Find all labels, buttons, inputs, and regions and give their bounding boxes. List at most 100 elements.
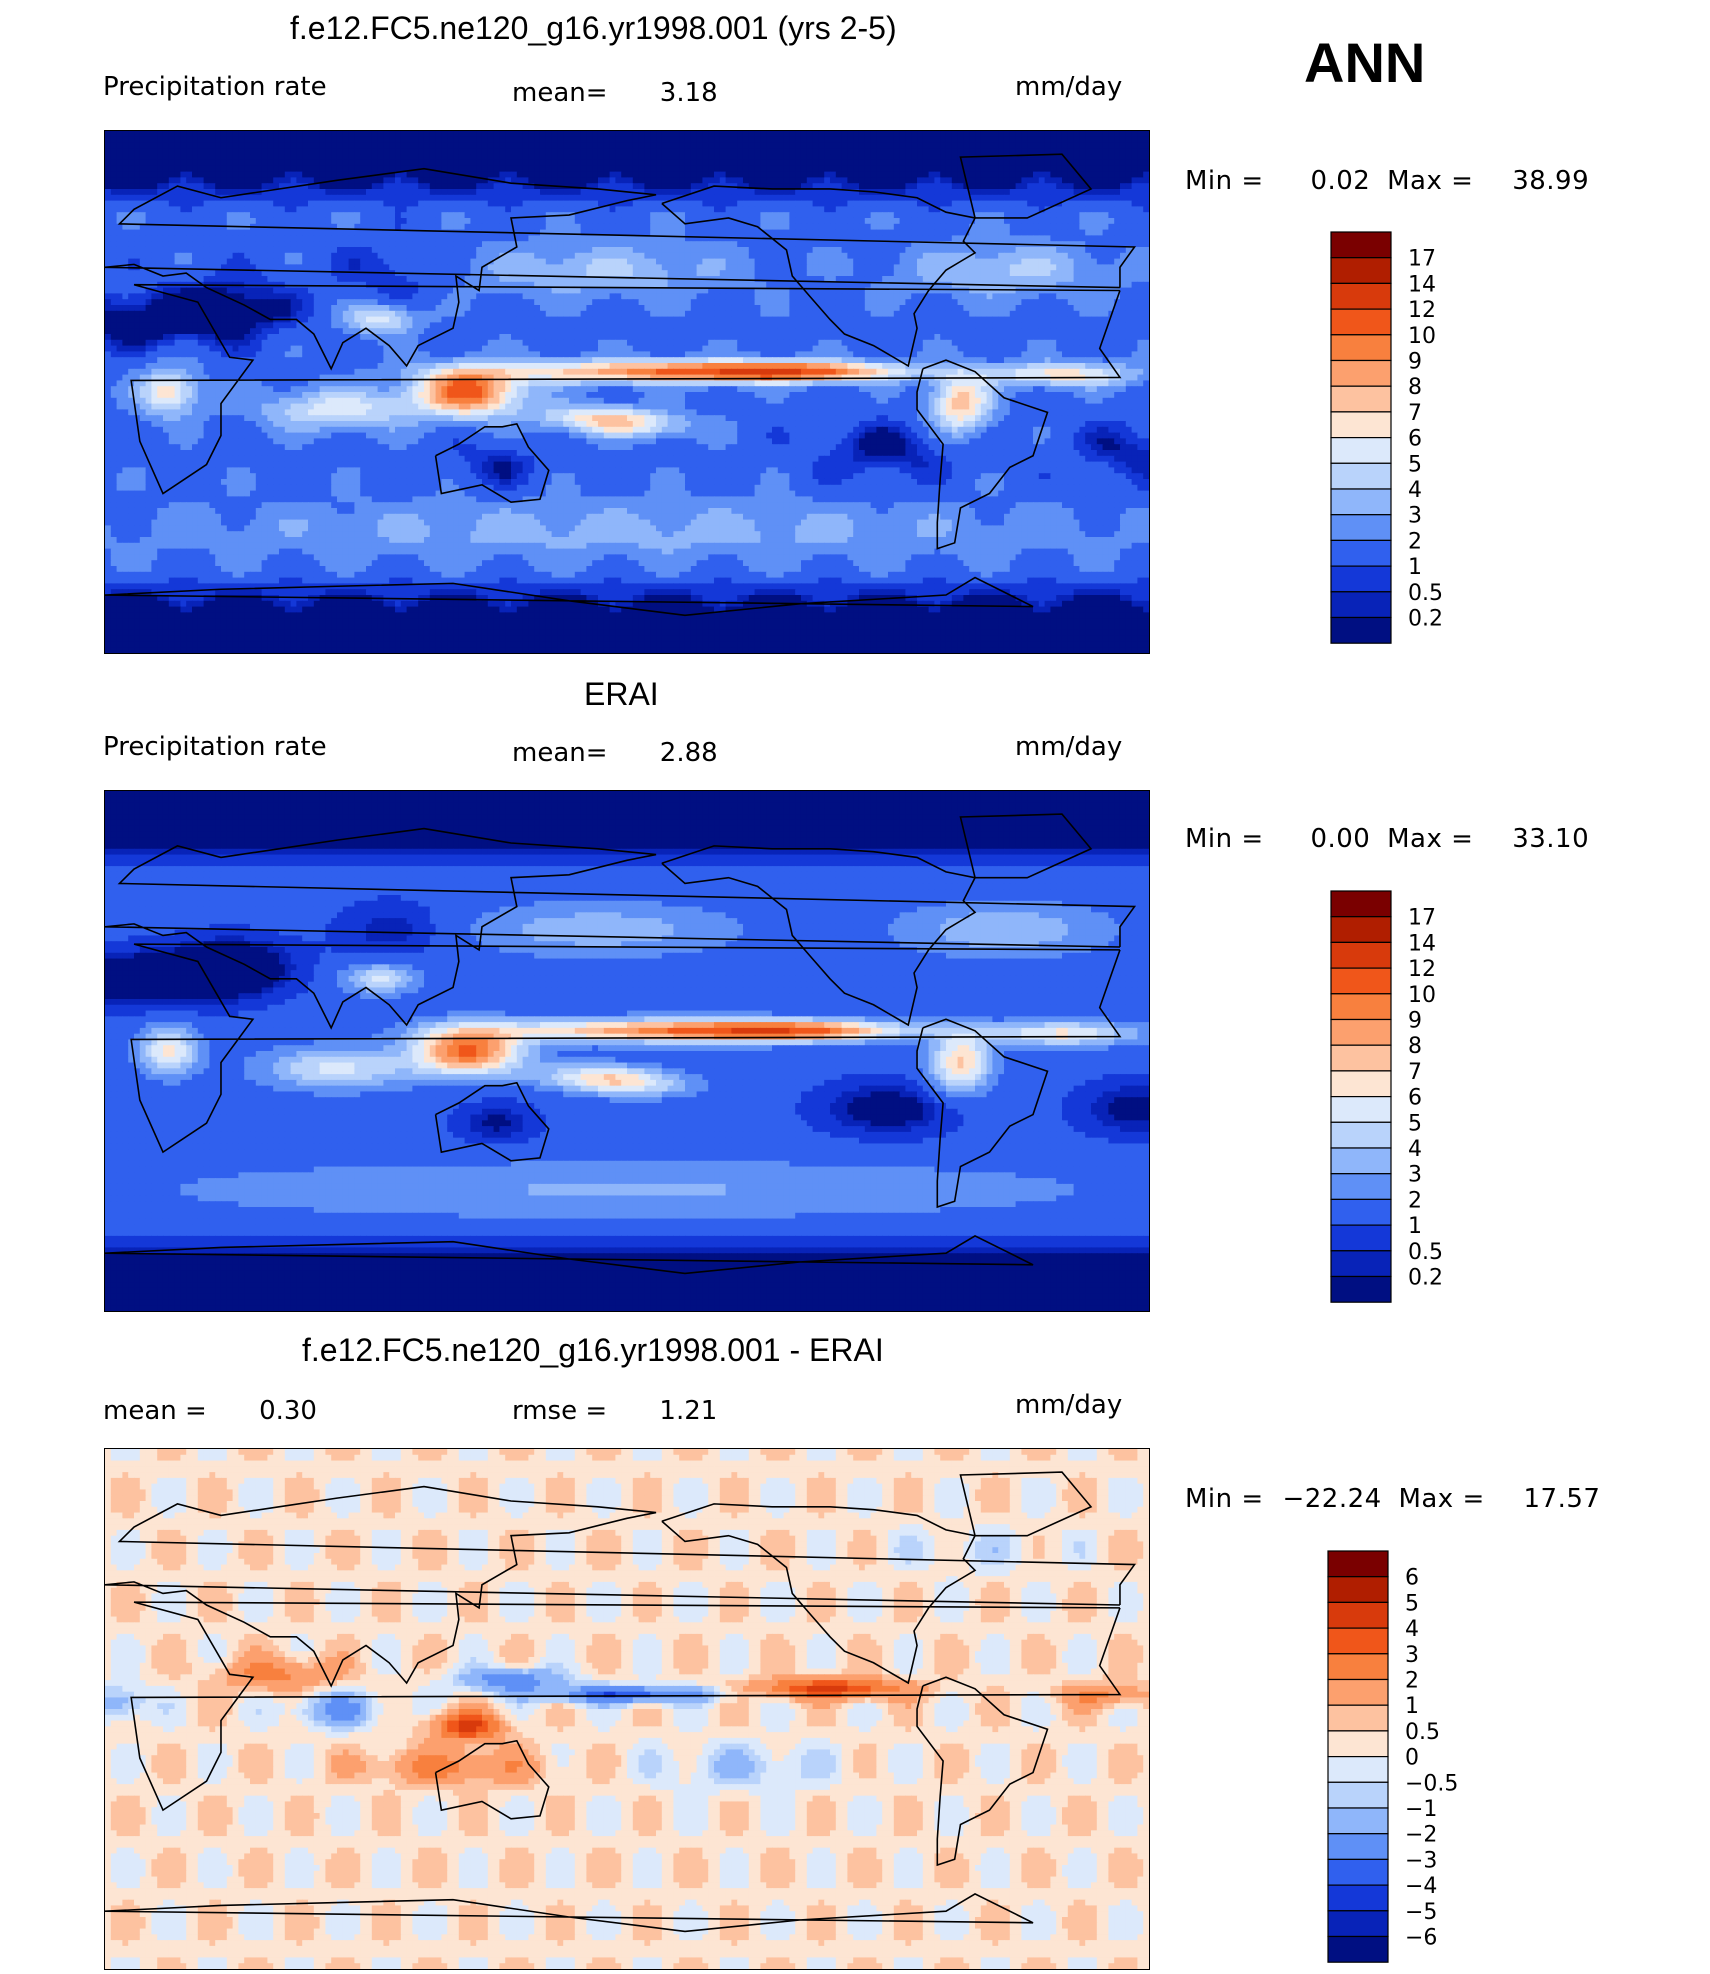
map-cell <box>203 264 210 271</box>
map-cell <box>586 159 593 167</box>
map-cell <box>592 264 599 271</box>
map-cell <box>458 194 466 202</box>
map-cell <box>1056 229 1063 236</box>
map-cell <box>308 200 315 207</box>
map-cell <box>429 142 437 149</box>
map-cell <box>777 264 785 271</box>
map-cell <box>934 235 941 242</box>
map-cell <box>464 276 471 283</box>
map-cell <box>493 212 500 219</box>
map-cell <box>348 276 356 283</box>
map-cell <box>534 241 541 248</box>
map-cell <box>336 264 344 271</box>
map-cell <box>528 217 535 225</box>
map-cell <box>528 270 535 277</box>
map-cell <box>621 136 628 144</box>
map-cell <box>1091 154 1098 161</box>
map-cell <box>429 194 437 202</box>
map-cell <box>1073 131 1081 138</box>
map-cell <box>1061 281 1069 289</box>
map-cell <box>192 194 199 202</box>
map-cell <box>406 188 413 196</box>
map-cell <box>145 188 152 196</box>
map-cell <box>998 188 1005 196</box>
map-cell <box>1073 206 1081 213</box>
map-cell <box>255 206 263 213</box>
map-cell <box>1119 235 1127 242</box>
map-cell <box>418 206 425 213</box>
map-cell <box>180 217 187 225</box>
map-cell <box>1085 136 1092 144</box>
map-cell <box>563 258 570 265</box>
map-cell <box>557 229 564 236</box>
map-cell <box>429 246 437 254</box>
map-cell <box>389 142 396 149</box>
map-cell <box>563 276 570 283</box>
map-cell <box>563 235 570 242</box>
map-cell <box>406 136 413 144</box>
map-cell <box>308 194 315 202</box>
map-cell <box>354 131 361 138</box>
map-cell <box>1067 148 1075 155</box>
map-cell <box>505 241 512 248</box>
map-cell <box>951 142 959 149</box>
map-cell <box>1085 200 1092 207</box>
map-cell <box>244 183 251 190</box>
map-cell <box>1044 281 1051 289</box>
map-cell <box>186 223 193 231</box>
map-cell <box>476 264 483 271</box>
map-cell <box>1137 177 1144 184</box>
map-cell <box>342 148 350 155</box>
map-cell <box>969 241 976 248</box>
map-cell <box>876 229 883 236</box>
map-cell <box>1027 200 1034 207</box>
map-cell <box>371 188 379 196</box>
map-cell <box>1009 223 1017 231</box>
map-cell <box>116 258 123 265</box>
map-cell <box>1003 276 1011 283</box>
map-cell <box>139 148 147 155</box>
map-cell <box>1102 136 1109 144</box>
map-cell <box>412 131 419 138</box>
map-cell <box>975 183 982 190</box>
map-cell <box>145 206 152 213</box>
map-cell <box>719 246 727 254</box>
map-cell <box>302 188 309 196</box>
map-cell <box>656 154 663 161</box>
map-cell <box>684 171 692 178</box>
map-cell <box>197 246 205 254</box>
map-cell <box>847 200 854 207</box>
map-cell <box>696 188 703 196</box>
map-cell <box>273 200 280 207</box>
map-cell <box>830 206 837 213</box>
map-cell <box>870 264 878 271</box>
map-cell <box>899 165 906 173</box>
map-cell <box>1137 235 1144 242</box>
map-cell <box>574 264 582 271</box>
map-cell <box>1067 281 1075 289</box>
map-cell <box>986 194 993 202</box>
map-cell <box>336 154 344 161</box>
map-cell <box>870 142 878 149</box>
map-cell <box>586 194 593 202</box>
map-cell <box>366 241 373 248</box>
map-cell <box>168 194 176 202</box>
map-cell <box>360 212 367 219</box>
map-cell <box>1131 229 1139 236</box>
map-cell <box>951 200 959 207</box>
map-cell <box>1096 229 1104 236</box>
map-cell <box>105 188 112 196</box>
map-cell <box>632 154 640 161</box>
map-cell <box>714 246 721 254</box>
map-cell <box>116 188 123 196</box>
map-cell <box>772 165 779 173</box>
map-cell <box>1079 241 1086 248</box>
map-cell <box>522 252 529 260</box>
map-cell <box>621 281 628 289</box>
map-cell <box>627 287 634 294</box>
map-cell <box>250 252 257 260</box>
map-cell <box>841 217 848 225</box>
map-cell <box>650 217 657 225</box>
map-cell <box>1125 194 1133 202</box>
map-cell <box>128 183 135 190</box>
